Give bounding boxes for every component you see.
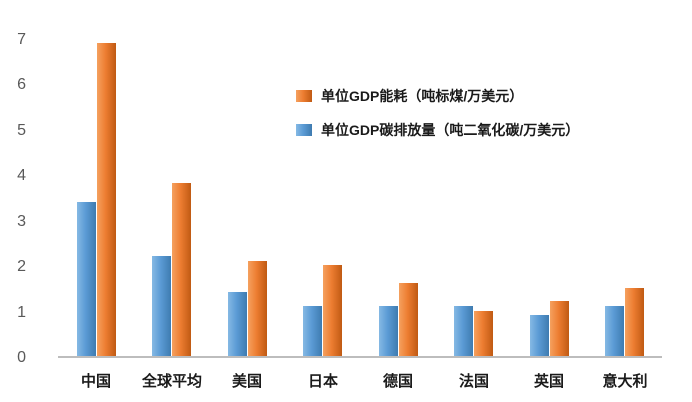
x-category-label-3: 日本 [307, 373, 338, 390]
bar-carbon-3 [303, 306, 322, 356]
bar-energy-4 [399, 283, 418, 356]
x-category-label-5: 法国 [458, 373, 489, 390]
bar-carbon-5 [454, 306, 473, 356]
bar-energy-2 [248, 261, 267, 356]
bar-energy-5 [474, 311, 493, 356]
bar-carbon-6 [530, 315, 549, 356]
y-tick-label-0: 0 [17, 349, 26, 366]
bar-carbon-0 [77, 202, 96, 356]
bar-energy-3 [323, 265, 342, 356]
bar-carbon-7 [605, 306, 624, 356]
legend: 单位GDP能耗（吨标煤/万美元） 单位GDP碳排放量（吨二氧化碳/万美元） [296, 86, 579, 140]
legend-item-0: 单位GDP能耗（吨标煤/万美元） [296, 86, 579, 106]
x-axis: 中国 全球平均 美国 日本 德国 法国 英国 意大利 [58, 368, 662, 392]
y-tick-label-6: 6 [17, 76, 26, 93]
bar-carbon-4 [379, 306, 398, 356]
legend-label: 单位GDP碳排放量（吨二氧化碳/万美元） [321, 122, 580, 138]
y-tick-label-5: 5 [17, 122, 26, 139]
bar-energy-6 [550, 301, 569, 356]
y-tick-label-7: 7 [17, 31, 26, 48]
x-category-label-1: 全球平均 [141, 373, 202, 390]
x-category-label-2: 美国 [231, 373, 262, 390]
x-category-label-0: 中国 [80, 373, 111, 390]
y-tick-label-2: 2 [17, 258, 26, 275]
y-tick-label-1: 1 [17, 304, 26, 321]
legend-swatch-icon [296, 90, 312, 102]
y-tick-label-4: 4 [17, 167, 26, 184]
x-category-label-4: 德国 [382, 373, 413, 390]
bar-energy-0 [97, 43, 116, 356]
y-axis: 0 1 2 3 4 5 6 7 [0, 31, 40, 366]
y-tick-label-3: 3 [17, 213, 26, 230]
bar-carbon-2 [228, 292, 247, 356]
legend-label: 单位GDP能耗（吨标煤/万美元） [321, 88, 524, 104]
bar-carbon-1 [152, 256, 171, 356]
x-category-label-7: 意大利 [602, 373, 648, 390]
legend-swatch-icon [296, 124, 312, 136]
bar-energy-1 [172, 183, 191, 356]
plot-area [58, 38, 662, 358]
x-category-label-6: 英国 [533, 373, 564, 390]
bar-energy-7 [625, 288, 644, 356]
legend-item-1: 单位GDP碳排放量（吨二氧化碳/万美元） [296, 120, 579, 140]
